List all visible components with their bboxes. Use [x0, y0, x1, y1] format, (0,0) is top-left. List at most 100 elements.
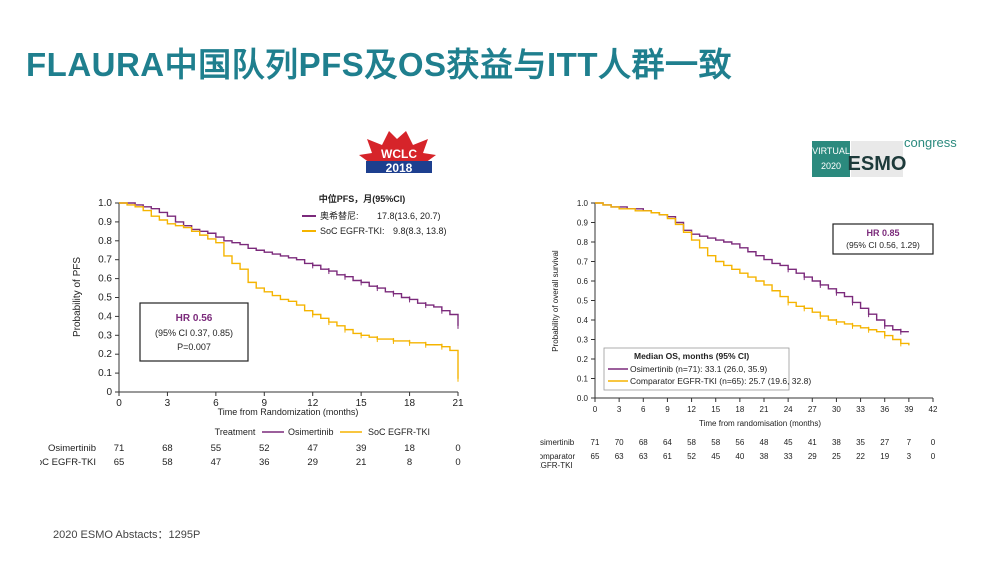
pfs-risk-header-treatment: Treatment — [215, 427, 256, 437]
risk-row-label: SoC EGFR-TKI — [40, 457, 96, 468]
y-tick-label: 1.0 — [577, 199, 589, 208]
risk-count: 64 — [663, 438, 672, 447]
y-tick-label: 0.9 — [98, 217, 112, 228]
os-hr-ci: (95% CI 0.56, 1.29) — [846, 240, 920, 250]
y-tick-label: 0.8 — [98, 236, 112, 247]
risk-row-label: Comparator — [540, 452, 575, 461]
x-tick-label: 18 — [404, 398, 416, 409]
pfs-y-axis-label: Probability of PFS — [72, 257, 83, 337]
risk-count: 38 — [760, 452, 769, 461]
os-legend-box — [603, 347, 790, 391]
risk-count: 29 — [307, 457, 318, 468]
y-tick-label: 0.3 — [577, 336, 589, 345]
wclc-logo-text: WCLC — [381, 147, 417, 161]
x-tick-label: 9 — [665, 405, 670, 414]
y-tick-label: 0.4 — [577, 316, 589, 325]
risk-count: 38 — [832, 438, 841, 447]
pfs-legend-osi-name: 奥希替尼: — [320, 210, 359, 221]
x-tick-label: 30 — [832, 405, 841, 414]
risk-count: 70 — [615, 438, 624, 447]
risk-count: 65 — [591, 452, 600, 461]
y-tick-label: 0.1 — [577, 375, 589, 384]
y-tick-label: 0.0 — [577, 394, 589, 403]
x-tick-label: 33 — [856, 405, 865, 414]
y-tick-label: 0.7 — [577, 258, 589, 267]
y-tick-label: 0 — [106, 387, 112, 398]
x-tick-label: 3 — [165, 398, 171, 409]
risk-count: 0 — [931, 452, 936, 461]
y-tick-label: 0.6 — [98, 274, 112, 285]
y-tick-label: 0.9 — [577, 219, 589, 228]
risk-count: 68 — [162, 443, 173, 454]
series-line-osimertinib — [595, 202, 909, 333]
risk-count: 0 — [931, 438, 936, 447]
wclc-logo-year: 2018 — [386, 161, 413, 175]
risk-count: 0 — [455, 457, 460, 468]
pfs-risk-header-osi: Osimertinib — [288, 427, 334, 437]
risk-count: 52 — [687, 452, 696, 461]
pfs-x-axis-label: Time from Randomization (months) — [218, 407, 359, 417]
x-tick-label: 36 — [880, 405, 889, 414]
risk-count: 3 — [907, 452, 912, 461]
x-tick-label: 42 — [929, 405, 938, 414]
y-tick-label: 0.7 — [98, 255, 112, 266]
risk-count: 55 — [211, 443, 222, 454]
os-x-axis-label: Time from randomisation (months) — [699, 419, 821, 428]
pfs-legend-soc-value: 9.8(8.3, 13.8) — [393, 226, 447, 236]
x-tick-label: 12 — [307, 398, 319, 409]
x-tick-label: 24 — [784, 405, 793, 414]
esmo-logo-virtual: VIRTUAL — [812, 146, 850, 156]
risk-count: 68 — [639, 438, 648, 447]
risk-count: 47 — [211, 457, 222, 468]
risk-count: 21 — [356, 457, 367, 468]
risk-count: 58 — [687, 438, 696, 447]
x-tick-label: 0 — [116, 398, 122, 409]
y-tick-label: 0.8 — [577, 238, 589, 247]
risk-count: 40 — [735, 452, 744, 461]
risk-count: 58 — [162, 457, 173, 468]
os-legend-comp: Comparator EGFR-TKI (n=65): 25.7 (19.6, … — [630, 376, 811, 386]
risk-count: 25 — [832, 452, 841, 461]
x-tick-label: 6 — [213, 398, 219, 409]
risk-count: 33 — [784, 452, 793, 461]
x-tick-label: 39 — [904, 405, 913, 414]
risk-count: 8 — [407, 457, 412, 468]
risk-count: 45 — [711, 452, 720, 461]
risk-count: 22 — [856, 452, 865, 461]
x-tick-label: 15 — [356, 398, 368, 409]
risk-count: 52 — [259, 443, 270, 454]
risk-count: 71 — [114, 443, 125, 454]
os-hr-box — [832, 223, 934, 255]
y-tick-label: 0.2 — [98, 349, 112, 360]
x-tick-label: 9 — [262, 398, 268, 409]
pfs-hr-box — [139, 302, 249, 362]
risk-row-label: EGFR-TKI — [540, 461, 573, 470]
risk-count: 0 — [455, 443, 460, 454]
risk-count: 7 — [907, 438, 912, 447]
esmo-logo: VIRTUAL 2020 ESMO congress — [812, 135, 957, 177]
pfs-hr-p: P=0.007 — [177, 342, 211, 352]
risk-count: 63 — [615, 452, 624, 461]
x-tick-label: 27 — [808, 405, 817, 414]
wclc-logo: WCLC 2018 — [359, 131, 436, 175]
risk-count: 18 — [404, 443, 415, 454]
risk-row-label: Osimertinib — [540, 438, 575, 447]
risk-count: 65 — [114, 457, 125, 468]
y-tick-label: 0.1 — [98, 368, 112, 379]
pfs-legend-soc-name: SoC EGFR-TKI: — [320, 226, 385, 236]
risk-count: 27 — [880, 438, 889, 447]
os-chart: VIRTUAL 2020 ESMO congress 0.0 0.1 0.2 0.3 0… — [540, 135, 957, 470]
risk-count: 71 — [591, 438, 600, 447]
pfs-legend-osi-value: 17.8(13.6, 20.7) — [377, 211, 441, 221]
x-tick-label: 21 — [760, 405, 769, 414]
pfs-hr-ci: (95% CI 0.37, 0.85) — [155, 328, 233, 338]
risk-count: 36 — [259, 457, 270, 468]
risk-count: 29 — [808, 452, 817, 461]
y-tick-label: 0.5 — [577, 297, 589, 306]
pfs-legend-title: 中位PFS，月(95%CI) — [319, 193, 406, 204]
os-legend-title: Median OS, months (95% CI) — [634, 351, 749, 361]
y-tick-label: 0.4 — [98, 311, 112, 322]
risk-count: 35 — [856, 438, 865, 447]
esmo-logo-year: 2020 — [821, 161, 841, 171]
slide-title: FLAURA中国队列PFS及OS获益与ITT人群一致 — [26, 46, 732, 83]
